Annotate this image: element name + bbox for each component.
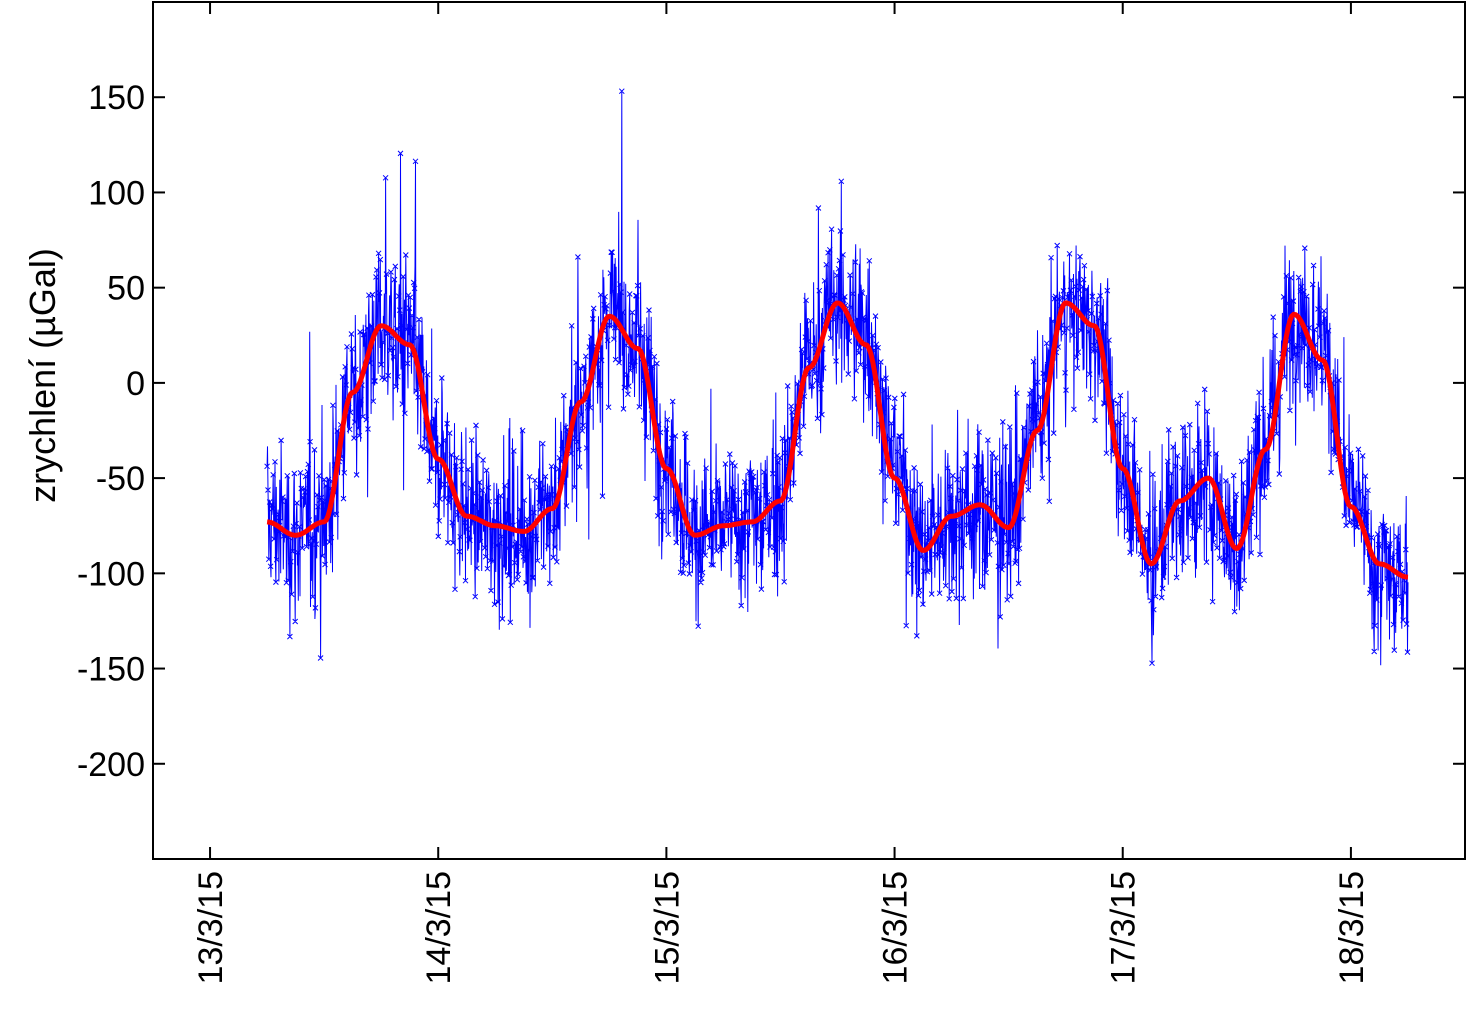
x-tick-label: 15/3/15 [648,871,686,984]
y-tick-label: -50 [96,460,145,498]
y-tick-label: 50 [107,270,145,308]
axes-layer: -200 -150 -100 -50 0 50 100 150 13/3/15 14/3/15 15… [77,1,1466,984]
y-axis-label: zrychlení (µGal) [22,248,63,503]
y-tick-label: 150 [88,79,145,117]
y-tick-label: 100 [88,174,145,212]
plot-frame [152,1,1466,860]
y-tick-label: -150 [77,651,145,689]
raw-series-line [266,91,1409,666]
y-tick-label: -100 [77,555,145,593]
x-tick-label: 13/3/15 [192,871,230,984]
x-tick-label: 18/3/15 [1333,871,1371,984]
x-tick-label: 14/3/15 [420,871,458,984]
fit-series-line [266,300,1409,580]
y-tick-label: 0 [126,365,145,403]
x-tick-label: 16/3/15 [877,871,915,984]
x-tick-label: 17/3/15 [1105,871,1143,984]
series-layer [264,88,1411,667]
y-tick-label: -200 [77,746,145,784]
